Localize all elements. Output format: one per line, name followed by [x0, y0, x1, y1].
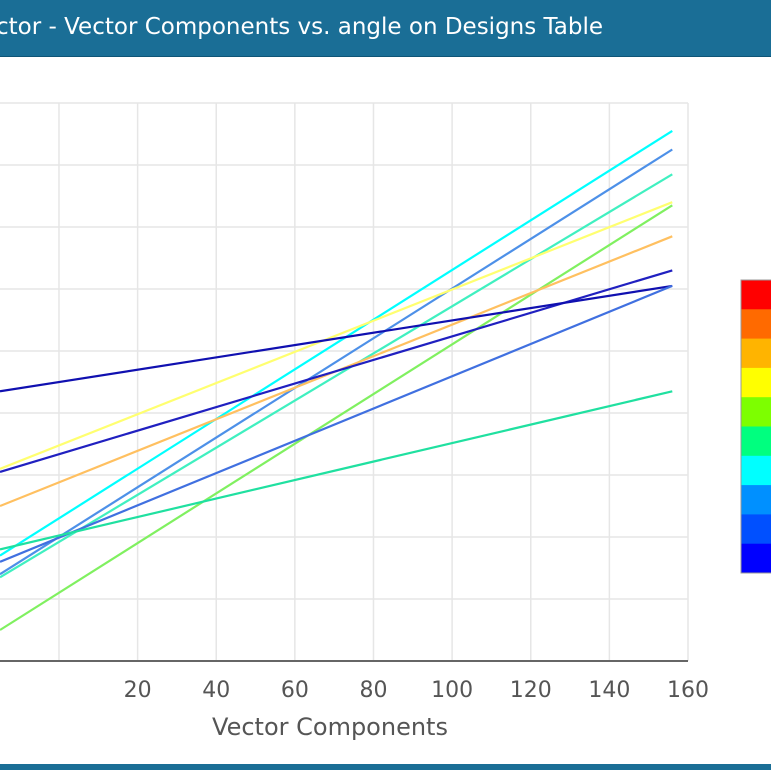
- colorbar-cell: [741, 280, 771, 310]
- x-tick-label: 80: [359, 678, 387, 703]
- colorbar-cell: [741, 543, 771, 574]
- series-line: [0, 390, 673, 551]
- x-axis-title: Vector Components: [212, 713, 448, 741]
- series-line: [0, 284, 673, 393]
- x-tick-label: 40: [202, 678, 230, 703]
- window-title: ctor - Vector Components vs. angle on De…: [0, 14, 604, 40]
- x-tick-label: 100: [431, 678, 473, 703]
- series-line: [0, 148, 673, 576]
- series-line: [0, 173, 673, 579]
- colorbar-cell: [741, 367, 771, 398]
- title-bar[interactable]: ctor - Vector Components vs. angle on De…: [0, 0, 771, 57]
- colorbar-cell: [741, 455, 771, 486]
- x-tick-label: 60: [281, 678, 309, 703]
- x-tick-label: 140: [588, 678, 630, 703]
- colorbar-cell: [741, 397, 771, 427]
- series-line: [0, 201, 673, 470]
- series-line: [0, 129, 673, 557]
- x-tick-label: 160: [667, 678, 709, 703]
- colorbar-cell: [741, 309, 771, 340]
- colorbar-cell: [741, 514, 771, 545]
- colorbar-cell: [741, 485, 771, 515]
- series-line: [0, 284, 673, 563]
- window-bottom-border: [0, 764, 771, 770]
- series-line: [0, 204, 673, 631]
- colorbar-cell: [741, 426, 771, 457]
- colorbar-cell: [741, 338, 771, 369]
- colorbar-border: [740, 279, 771, 574]
- x-tick-label: 20: [124, 678, 152, 703]
- x-tick-label: 120: [510, 678, 552, 703]
